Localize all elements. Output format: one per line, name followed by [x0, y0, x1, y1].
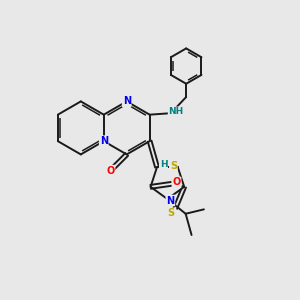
Text: N: N	[100, 136, 108, 146]
Text: S: S	[167, 208, 175, 218]
Text: O: O	[172, 177, 181, 188]
Text: N: N	[123, 96, 131, 106]
Text: O: O	[106, 166, 115, 176]
Text: H: H	[160, 160, 167, 169]
Text: S: S	[170, 160, 177, 171]
Text: NH: NH	[169, 107, 184, 116]
Text: N: N	[166, 196, 174, 206]
